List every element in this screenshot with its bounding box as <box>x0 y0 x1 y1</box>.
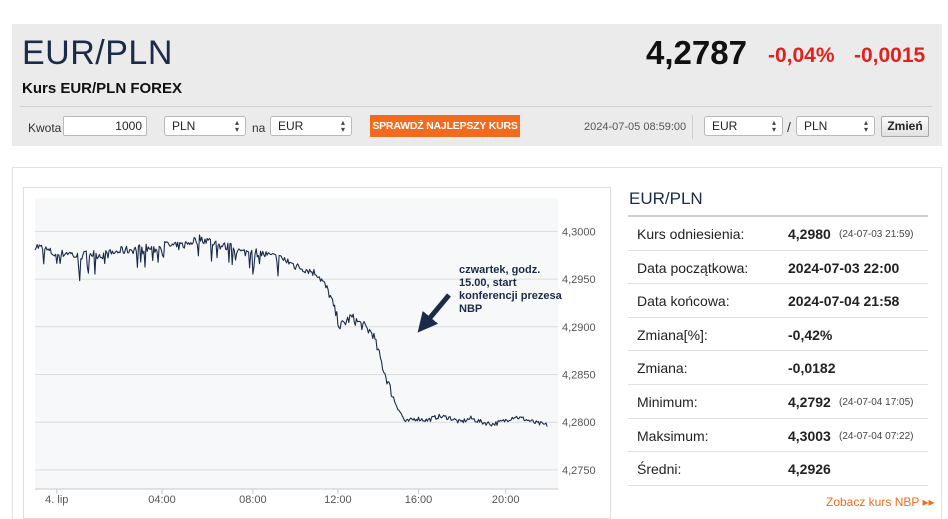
statistic-value: 2024-07-04 21:58 <box>788 293 900 310</box>
select-arrows-icon: ▴ ▾ <box>234 118 239 134</box>
amount-label: Kwota <box>28 121 62 135</box>
change-pair-button[interactable]: Zmień <box>881 116 929 137</box>
pair-base-select[interactable]: EUR ▴ ▾ <box>704 116 783 136</box>
statistic-timestamp: (24-07-04 07:22) <box>839 430 914 442</box>
check-best-rate-button[interactable]: SPRAWDŹ NAJLEPSZY KURS <box>370 115 520 137</box>
statistics-table: Kurs odniesienia: 4,2980 (24-07-03 21:59) D… <box>628 215 928 486</box>
nbp-rate-link[interactable]: Zobacz kurs NBP ▸▸ <box>826 495 935 509</box>
y-tick-label: 4,2750 <box>562 465 596 477</box>
pair-quote-value: PLN <box>804 119 828 133</box>
from-currency-select[interactable]: PLN ▴ ▾ <box>164 116 246 136</box>
statistics-row: Maksimum: 4,3003 (24-07-04 07:22) <box>628 419 928 453</box>
statistic-value: 4,2926 <box>788 461 831 478</box>
statistic-label: Maksimum: <box>637 427 709 444</box>
y-tick-label: 4,2800 <box>562 417 596 429</box>
statistic-label: Data początkowa: <box>637 259 749 276</box>
annotation-arrow-icon <box>417 293 451 333</box>
statistics-row: Kurs odniesienia: 4,2980 (24-07-03 21:59) <box>628 217 928 251</box>
change-percent: -0,04% <box>768 44 835 67</box>
statistics-row: Data początkowa: 2024-07-03 22:00 <box>628 251 928 285</box>
calc-divider <box>692 115 693 139</box>
header-divider <box>20 106 932 107</box>
to-currency-value: EUR <box>278 119 304 133</box>
select-arrows-icon: ▴ ▾ <box>771 118 776 134</box>
x-tick-label: 4. lip <box>45 494 68 506</box>
statistic-value: 4,3003 <box>788 427 831 444</box>
select-arrows-icon: ▴ ▾ <box>340 118 345 134</box>
y-tick-label: 4,2850 <box>562 370 596 382</box>
annotation-text: konferencji prezesa <box>459 290 563 302</box>
plot-area <box>35 198 558 489</box>
y-tick-label: 4,2900 <box>562 322 596 334</box>
currency-calculator: Kwota PLN ▴▾ na EUR ▴▾ SPRAWDŹ NAJLEPSZY… <box>12 112 942 142</box>
statistic-label: Minimum: <box>637 393 698 410</box>
pair-subtitle: Kurs EUR/PLN FOREX <box>22 80 183 97</box>
to-currency-select[interactable]: EUR ▴ ▾ <box>270 116 352 136</box>
quote-header: EUR/PLN Kurs EUR/PLN FOREX 4,2787 -0,04%… <box>12 24 942 146</box>
statistic-value: 4,2980 <box>788 226 831 242</box>
change-absolute: -0,0015 <box>854 44 926 67</box>
annotation-text: czwartek, godz. <box>459 264 540 276</box>
statistics-row: Data końcowa: 2024-07-04 21:58 <box>628 284 928 318</box>
statistic-label: Data końcowa: <box>637 293 730 310</box>
pair-separator: / <box>787 119 791 135</box>
quote-timestamp: 2024-07-05 08:59:00 <box>584 121 687 133</box>
statistic-label: Kurs odniesienia: <box>637 226 745 242</box>
x-tick-label: 20:00 <box>492 494 520 506</box>
statistic-label: Zmiana[%]: <box>637 326 708 343</box>
y-tick-label: 4,3000 <box>562 226 596 238</box>
statistic-label: Średni: <box>637 461 682 478</box>
current-price: 4,2787 <box>646 34 747 71</box>
amount-input[interactable] <box>63 116 147 136</box>
price-chart: 4,3000 4,2950 4,2900 4,2850 4,2800 4,2750 4. l… <box>23 187 611 519</box>
statistic-value: -0,42% <box>788 326 833 343</box>
statistic-value: 4,2792 <box>788 393 831 410</box>
statistics-row: Minimum: 4,2792 (24-07-04 17:05) <box>628 385 928 419</box>
statistics-row: Zmiana: -0,0182 <box>628 351 928 385</box>
annotation-text: 15.00, start <box>459 277 517 289</box>
from-currency-value: PLN <box>172 119 196 133</box>
y-tick-label: 4,2950 <box>562 274 596 286</box>
pair-title: EUR/PLN <box>22 34 173 72</box>
statistic-value: -0,0182 <box>788 360 836 377</box>
x-tick-label: 08:00 <box>239 494 267 506</box>
pair-quote-select[interactable]: PLN ▴ ▾ <box>796 116 875 136</box>
x-tick-label: 12:00 <box>324 494 352 506</box>
info-title: EUR/PLN <box>629 189 703 208</box>
statistic-timestamp: (24-07-03 21:59) <box>839 229 914 240</box>
annotation-text: NBP <box>459 303 482 315</box>
statistic-value: 2024-07-03 22:00 <box>788 259 900 276</box>
chart-svg: 4,3000 4,2950 4,2900 4,2850 4,2800 4,2750 4. l… <box>34 198 596 506</box>
x-tick-label: 04:00 <box>148 494 176 506</box>
statistics-row: Średni: 4,2926 <box>628 452 928 486</box>
statistic-timestamp: (24-07-04 17:05) <box>839 396 914 408</box>
x-tick-label: 16:00 <box>405 494 433 506</box>
statistic-label: Zmiana: <box>637 360 688 377</box>
to-label: na <box>252 121 266 135</box>
price-series-line <box>34 234 548 427</box>
select-arrows-icon: ▴ ▾ <box>863 118 868 134</box>
pair-base-value: EUR <box>712 119 738 133</box>
statistics-row: Zmiana[%]: -0,42% <box>628 318 928 352</box>
